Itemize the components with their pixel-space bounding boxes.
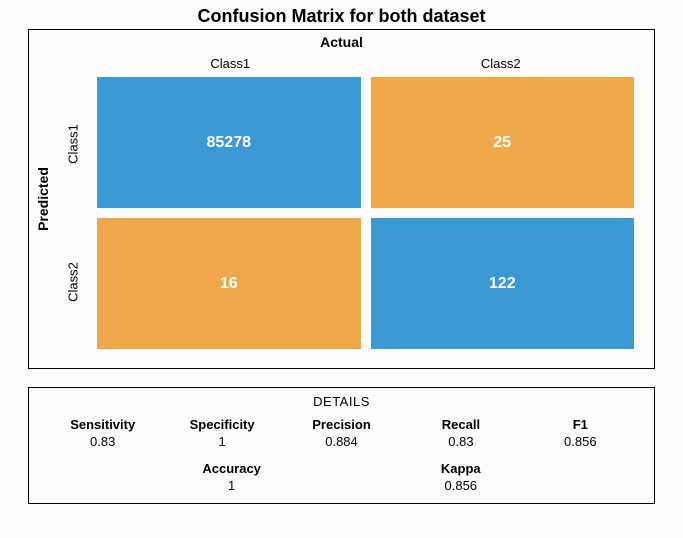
figure-canvas: Confusion Matrix for both dataset Actual… (0, 0, 683, 538)
details-panel: DETAILS Sensitivity 0.83 Specificity 1 P… (28, 387, 655, 504)
chart-title: Confusion Matrix for both dataset (28, 6, 655, 27)
metric-recall: Recall 0.83 (401, 417, 520, 449)
confusion-matrix-panel: Actual Predicted Class1 Class2 Class1 Cl… (28, 29, 655, 369)
matrix-cells: 85278 25 16 122 (95, 75, 636, 351)
metric-specificity-value: 1 (162, 434, 281, 449)
metric-accuracy-value: 1 (202, 478, 261, 493)
metric-specificity: Specificity 1 (162, 417, 281, 449)
matrix-grid: Class1 Class2 85278 25 16 122 (51, 75, 636, 351)
col-header-class2: Class2 (366, 52, 637, 75)
actual-axis-label: Actual (29, 34, 654, 50)
metrics-row-1: Sensitivity 0.83 Specificity 1 Precision… (43, 417, 640, 449)
col-header-class1: Class1 (95, 52, 366, 75)
details-title: DETAILS (43, 394, 640, 409)
metric-sensitivity-label: Sensitivity (43, 417, 162, 432)
metric-sensitivity: Sensitivity 0.83 (43, 417, 162, 449)
metric-f1-label: F1 (521, 417, 640, 432)
metric-f1-value: 0.856 (521, 434, 640, 449)
metric-kappa: Kappa 0.856 (441, 461, 481, 493)
row-header-class1: Class1 (66, 124, 81, 164)
metric-f1: F1 0.856 (521, 417, 640, 449)
metric-accuracy-label: Accuracy (202, 461, 261, 476)
metric-precision-label: Precision (282, 417, 401, 432)
metrics-row-2: Accuracy 1 Kappa 0.856 (43, 461, 640, 493)
cell-r1-c1: 85278 (97, 77, 361, 208)
metric-kappa-label: Kappa (441, 461, 481, 476)
cell-r2-c1: 16 (97, 218, 361, 349)
predicted-axis-label: Predicted (35, 167, 51, 231)
row-headers: Class1 Class2 (51, 75, 95, 351)
column-headers: Class1 Class2 (95, 52, 636, 75)
metric-specificity-label: Specificity (162, 417, 281, 432)
metric-kappa-value: 0.856 (441, 478, 481, 493)
metric-accuracy: Accuracy 1 (202, 461, 261, 493)
cell-r1-c2: 25 (371, 77, 635, 208)
metric-precision-value: 0.884 (282, 434, 401, 449)
metric-sensitivity-value: 0.83 (43, 434, 162, 449)
metric-recall-value: 0.83 (401, 434, 520, 449)
metric-recall-label: Recall (401, 417, 520, 432)
cell-r2-c2: 122 (371, 218, 635, 349)
row-header-class2: Class2 (66, 262, 81, 302)
metric-precision: Precision 0.884 (282, 417, 401, 449)
